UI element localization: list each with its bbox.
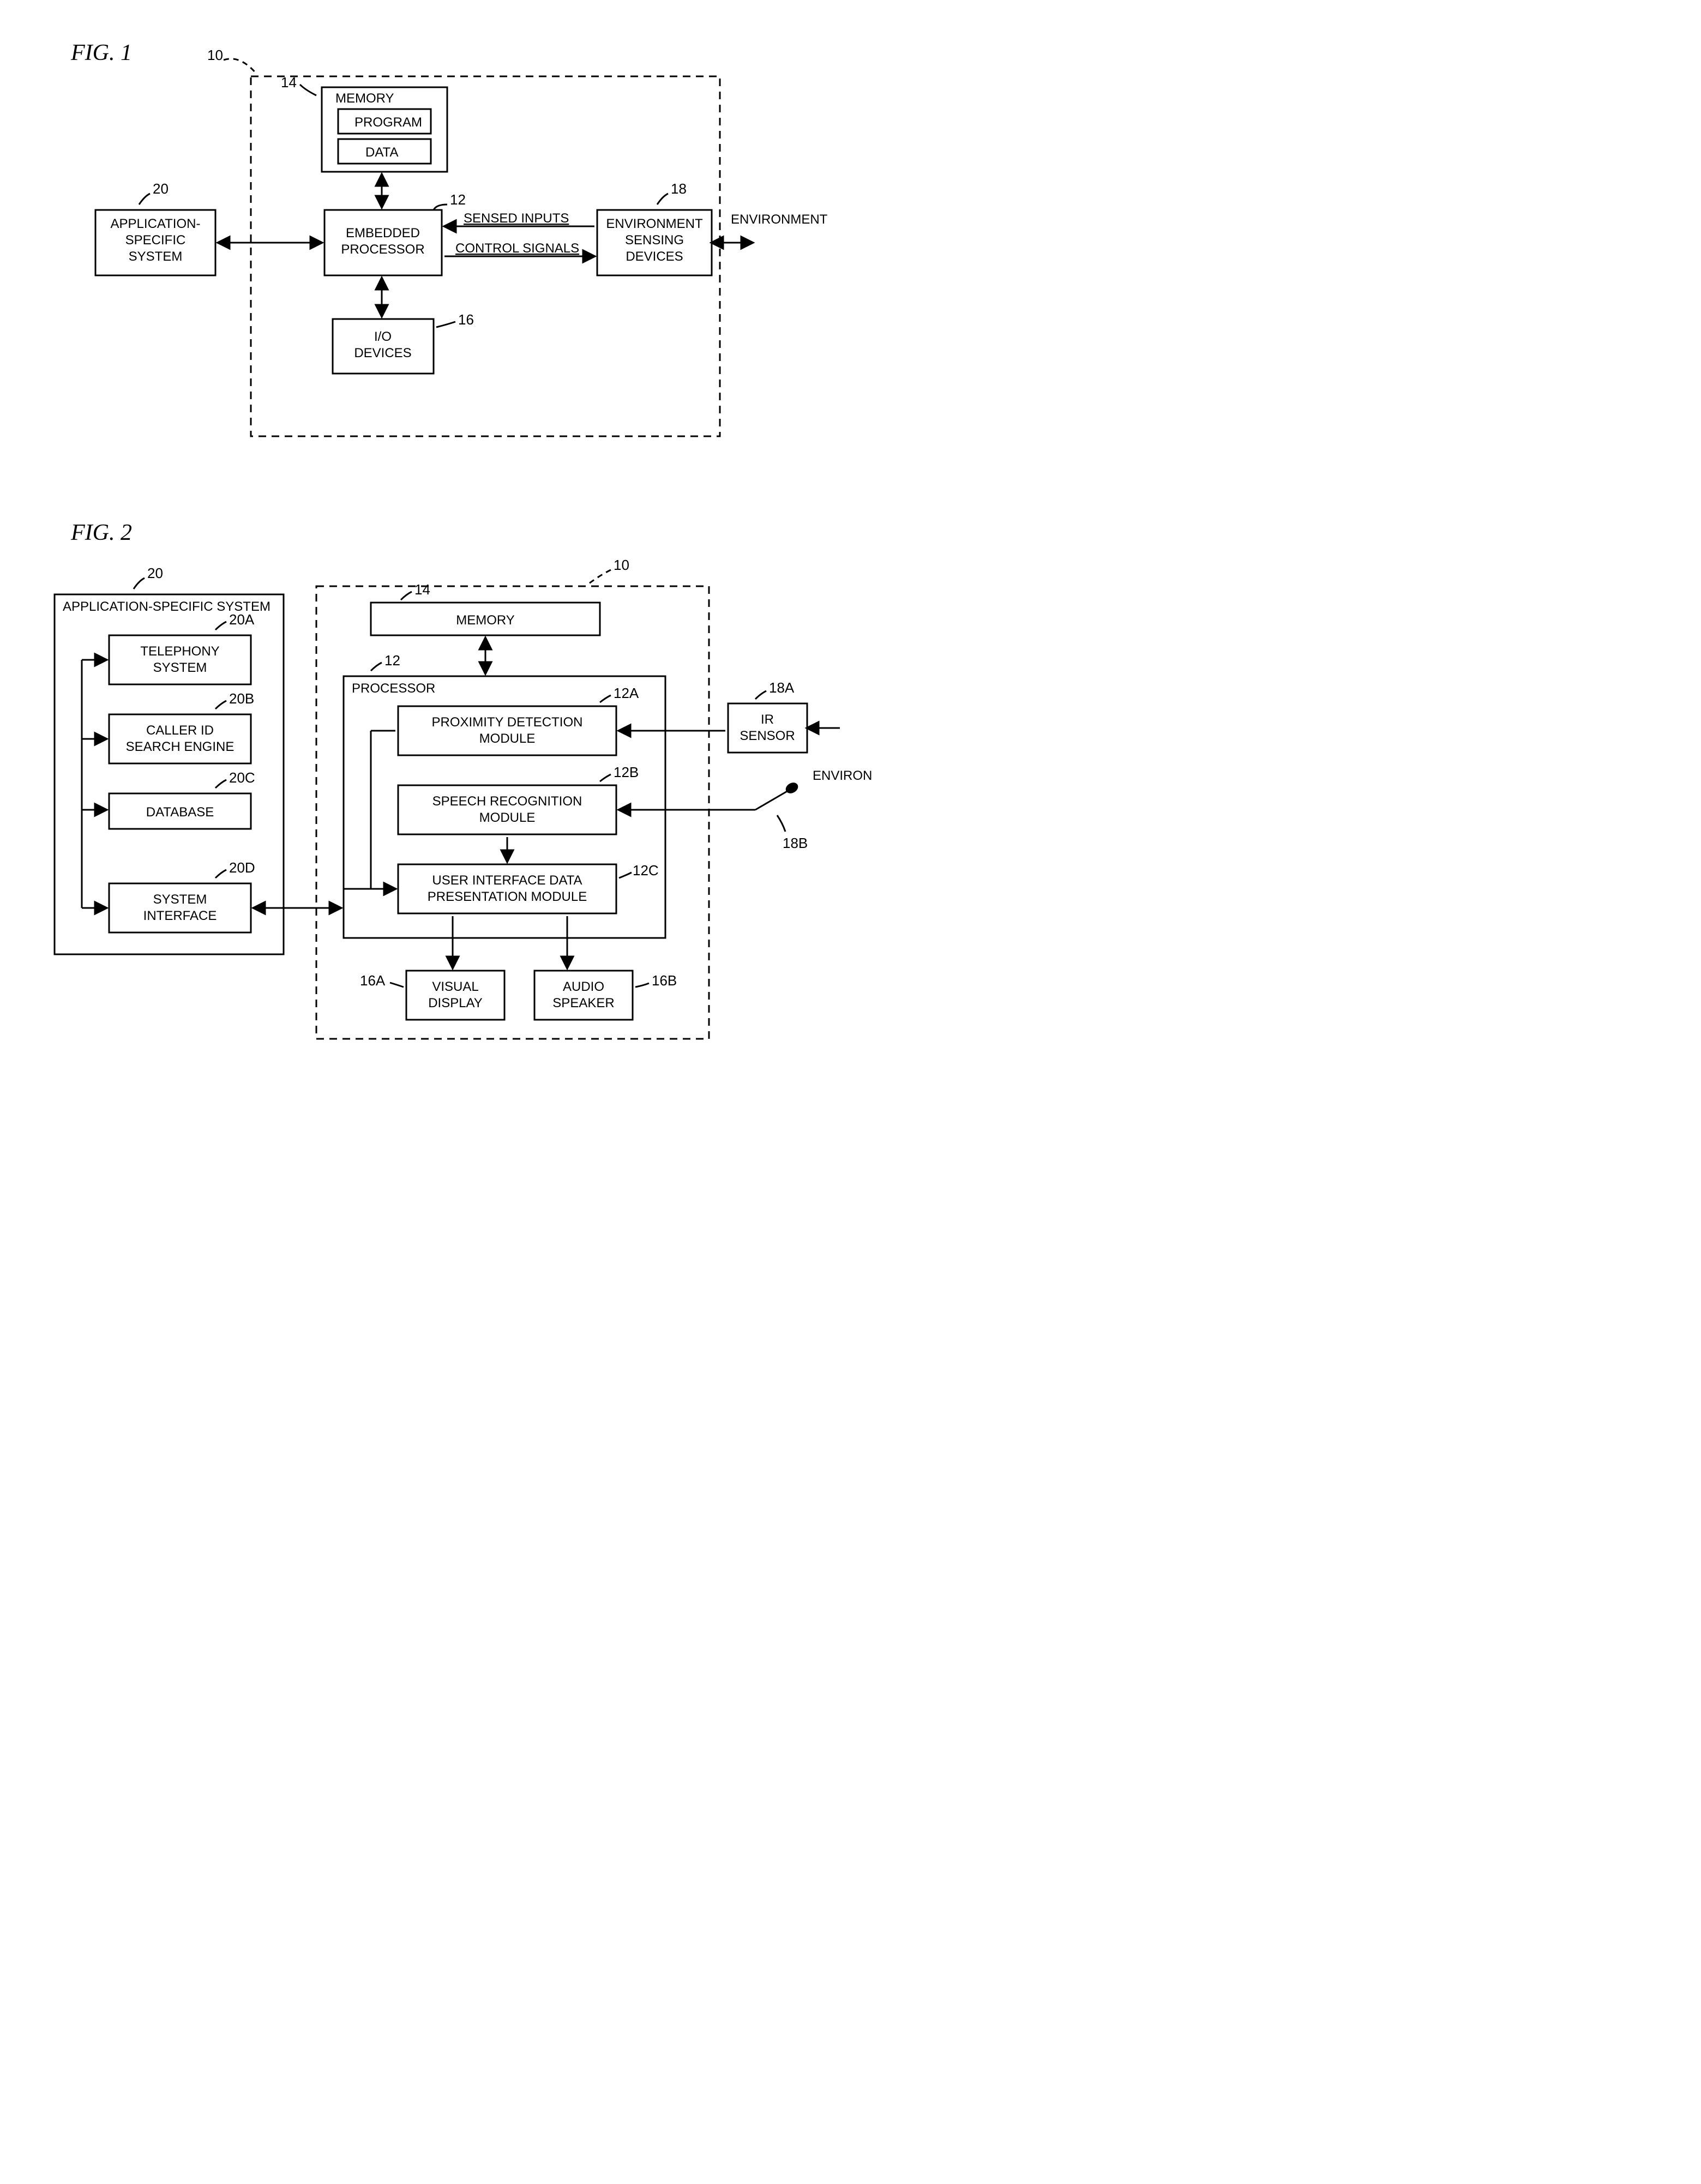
figure-2: FIG. 2 10 APPLICATION-SPECIFIC SYSTEM 20…: [55, 520, 873, 1039]
fig2-ui-ref: 12C: [633, 862, 659, 879]
fig2-prox-ref: 12A: [614, 685, 639, 701]
fig1-sense-leader: [657, 194, 668, 204]
fig2-speech-l2: MODULE: [479, 810, 536, 825]
fig2-title: FIG. 2: [70, 520, 132, 545]
diagram-canvas: FIG. 1 10 MEMORY PROGRAM DATA 14 EMBEDDE…: [22, 22, 873, 1112]
fig2-speech-ref: 12B: [614, 764, 639, 780]
fig2-prox-l2: MODULE: [479, 731, 536, 746]
fig2-mem-leader: [401, 592, 412, 600]
figure-1: FIG. 1 10 MEMORY PROGRAM DATA 14 EMBEDDE…: [70, 40, 828, 436]
fig1-sense-l1: ENVIRONMENT: [606, 216, 703, 231]
fig2-vis-leader: [390, 983, 404, 987]
fig2-prox-l1: PROXIMITY DETECTION: [432, 715, 583, 730]
fig2-ref10-leader: [589, 570, 611, 583]
fig2-app-leader: [134, 578, 145, 589]
fig2-ir-l1: IR: [761, 712, 774, 727]
fig2-app: APPLICATION-SPECIFIC SYSTEM 20 TELEPHONY…: [55, 565, 284, 954]
fig2-aud-leader: [635, 983, 649, 987]
fig1-memory-data: DATA: [365, 145, 398, 160]
fig2-mic-ref: 18B: [783, 835, 808, 851]
fig2-ui-l1: USER INTERFACE DATA: [432, 873, 582, 888]
fig2-proc-ref: 12: [384, 652, 400, 669]
fig2-tel-l1: TELEPHONY: [140, 644, 219, 659]
fig2-aud-l2: SPEAKER: [552, 996, 614, 1010]
fig2-db-ref: 20C: [229, 769, 255, 786]
fig1-app-l2: SPECIFIC: [125, 233, 186, 248]
fig2-sys-l2: INTERFACE: [143, 909, 217, 923]
fig2-vis-l2: DISPLAY: [428, 996, 483, 1010]
fig2-cid-l1: CALLER ID: [146, 723, 214, 738]
fig1-io-l2: DEVICES: [354, 346, 411, 360]
fig1-proc-l1: EMBEDDED: [346, 226, 420, 240]
fig2-mem-ref: 14: [414, 581, 430, 598]
fig1-sense-l3: DEVICES: [626, 249, 683, 264]
fig2-ui-l2: PRESENTATION MODULE: [428, 889, 587, 904]
fig2-proc-title: PROCESSOR: [352, 681, 435, 696]
fig2-ir-l2: SENSOR: [740, 729, 795, 743]
fig2-db-l1: DATABASE: [146, 805, 214, 820]
fig1-io-ref: 16: [458, 311, 474, 328]
fig2-processor: PROCESSOR 12 PROXIMITY DETECTION MODULE …: [344, 652, 665, 938]
fig1-memory: MEMORY PROGRAM DATA 14: [281, 74, 447, 172]
fig1-memory-program: PROGRAM: [354, 115, 422, 130]
fig1-sense-ref: 18: [671, 181, 687, 197]
fig2-env-label: ENVIRONMENT: [813, 768, 873, 783]
fig1-app: APPLICATION- SPECIFIC SYSTEM 20: [95, 181, 215, 275]
fig2-aud-l1: AUDIO: [563, 979, 604, 994]
fig1-sensed-label: SENSED INPUTS: [464, 211, 569, 226]
fig1-io-leader: [436, 322, 455, 327]
fig2-cid-l2: SEARCH ENGINE: [126, 739, 235, 754]
fig2-ir: IR SENSOR 18A: [728, 679, 807, 753]
fig1-app-ref: 20: [153, 181, 169, 197]
fig2-speech-l1: SPEECH RECOGNITION: [432, 794, 582, 809]
fig1-app-leader: [139, 194, 150, 204]
fig2-tel-ref: 20A: [229, 611, 255, 628]
fig1-sensing: ENVIRONMENT SENSING DEVICES 18: [597, 181, 712, 275]
fig2-audio: AUDIO SPEAKER 16B: [534, 971, 677, 1020]
fig1-sense-l2: SENSING: [625, 233, 684, 248]
fig2-ref10: 10: [614, 557, 629, 573]
fig2-tel-l2: SYSTEM: [153, 660, 207, 675]
fig1-title: FIG. 1: [70, 40, 132, 65]
fig2-ir-leader: [755, 691, 766, 699]
fig1-proc-l2: PROCESSOR: [341, 242, 424, 257]
fig2-vis-ref: 16A: [360, 972, 386, 989]
fig1-app-l3: SYSTEM: [129, 249, 183, 264]
fig1-processor: EMBEDDED PROCESSOR 12: [324, 191, 466, 275]
fig2-aud-ref: 16B: [652, 972, 677, 989]
fig1-ref10: 10: [207, 47, 223, 63]
fig1-memory-ref: 14: [281, 74, 297, 91]
fig1-proc-ref: 12: [450, 191, 466, 208]
fig2-proc-leader: [371, 663, 382, 671]
fig1-app-l1: APPLICATION-: [111, 216, 201, 231]
fig2-app-ref: 20: [147, 565, 163, 581]
fig2-memory: MEMORY 14: [371, 581, 600, 635]
fig1-env-label: ENVIRONMENT: [731, 212, 828, 227]
fig1-io: I/O DEVICES 16: [333, 311, 474, 374]
fig2-sys-ref: 20D: [229, 859, 255, 876]
fig1-memory-leader: [300, 85, 316, 95]
fig2-vis-l1: VISUAL: [432, 979, 478, 994]
fig2-visual: VISUAL DISPLAY 16A: [360, 971, 504, 1020]
fig2-mem-label: MEMORY: [456, 613, 515, 628]
fig2-sys-l1: SYSTEM: [153, 892, 207, 907]
fig2-ir-ref: 18A: [769, 679, 795, 696]
fig1-ref10-leader: [224, 59, 256, 74]
fig2-cid-ref: 20B: [229, 690, 254, 707]
fig1-memory-label: MEMORY: [335, 91, 394, 106]
fig1-io-l1: I/O: [374, 329, 392, 344]
fig1-control-label: CONTROL SIGNALS: [455, 241, 579, 256]
